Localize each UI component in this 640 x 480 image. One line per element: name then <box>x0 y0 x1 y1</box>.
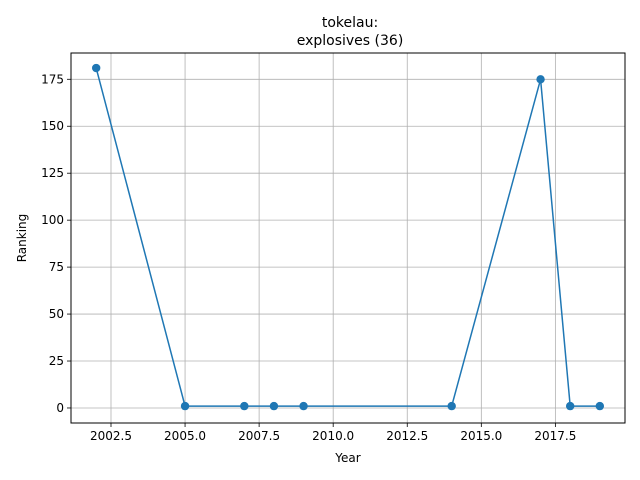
data-point <box>536 75 545 84</box>
x-tick-label: 2005.0 <box>164 429 206 443</box>
y-tick-label: 0 <box>56 401 64 415</box>
plot-frame <box>70 52 626 424</box>
x-tick-label: 2007.5 <box>238 429 280 443</box>
chart-title-line-2: explosives (36) <box>297 33 404 49</box>
y-tick-label: 50 <box>49 307 64 321</box>
x-tick-label: 2010.0 <box>312 429 354 443</box>
grid <box>71 53 625 423</box>
y-tick-label: 75 <box>49 260 64 274</box>
x-tick-label: 2012.5 <box>386 429 428 443</box>
y-tick-label: 150 <box>41 119 64 133</box>
y-axis-label: Ranking <box>15 214 29 263</box>
data-point <box>565 401 575 411</box>
x-tick-label: 2017.5 <box>534 429 576 443</box>
data-point <box>447 401 456 411</box>
data-point <box>240 401 249 411</box>
data-point <box>91 63 101 73</box>
chart-title-line-1: tokelau: <box>322 15 378 31</box>
x-tick-label: 2015.0 <box>460 429 502 443</box>
x-axis-label: Year <box>334 451 360 465</box>
tick-labels: 2002.5 2005.0 2007.5 2010.0 2012.5 2015.0 2017… <box>41 72 576 443</box>
y-tick-label: 125 <box>41 166 64 180</box>
data-point <box>595 401 605 411</box>
x-tick-label: 2002.5 <box>90 429 132 443</box>
tick-marks <box>67 78 556 427</box>
y-tick-label: 25 <box>49 354 64 368</box>
data-point <box>180 401 190 411</box>
y-tick-label: 100 <box>41 213 64 227</box>
data-point <box>269 401 279 411</box>
data-point <box>299 401 308 411</box>
series-group <box>91 63 605 411</box>
y-tick-label: 175 <box>41 72 64 86</box>
